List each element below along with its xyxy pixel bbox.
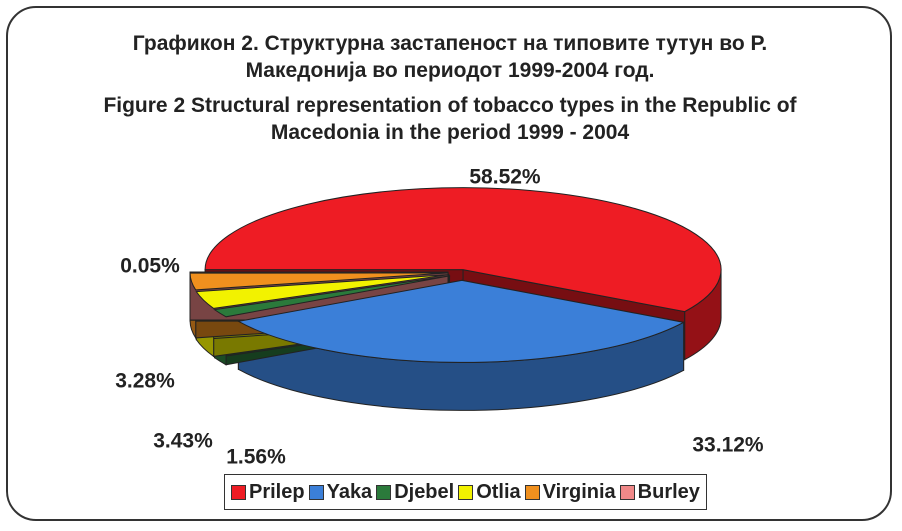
legend-label: Djebel xyxy=(394,480,455,503)
chart-subtitle: Figure 2 Structural representation of to… xyxy=(103,94,797,144)
legend-swatch xyxy=(231,484,246,500)
data-label: 1.56% xyxy=(226,446,286,469)
legend-item: Prilep xyxy=(231,481,305,504)
slice xyxy=(236,279,686,363)
legend-item: Virginia xyxy=(524,480,616,504)
legend-swatch xyxy=(308,484,324,500)
legend-label: Burley xyxy=(637,480,700,503)
legend: Prilep Yaka Djebel Otlia Virginia Burley xyxy=(224,474,707,510)
legend-item: Yaka xyxy=(308,480,373,504)
legend-swatch xyxy=(524,484,540,500)
data-label: 58.52% xyxy=(469,166,541,189)
slice xyxy=(213,275,450,318)
legend-item: Otlia xyxy=(458,480,521,504)
legend-swatch xyxy=(376,484,392,500)
slice xyxy=(204,187,722,313)
data-label: 0.05% xyxy=(120,255,180,278)
slice xyxy=(195,274,449,309)
chart-title: Графикон 2. Структурна застапеност на ти… xyxy=(132,32,768,82)
data-label: 33.12% xyxy=(692,434,764,457)
legend-item: Burley xyxy=(619,480,700,504)
legend-item: Djebel xyxy=(376,481,454,504)
legend-label: Prilep xyxy=(249,480,305,503)
legend-label: Otlia xyxy=(476,480,521,503)
data-label: 3.43% xyxy=(153,430,213,453)
legend-label: Yaka xyxy=(326,480,373,503)
legend-label: Virginia xyxy=(542,480,616,503)
slice-tops xyxy=(189,187,722,363)
legend-swatch xyxy=(619,484,635,500)
slice xyxy=(189,272,449,291)
legend-swatch xyxy=(458,484,474,500)
data-label: 3.28% xyxy=(115,370,175,393)
